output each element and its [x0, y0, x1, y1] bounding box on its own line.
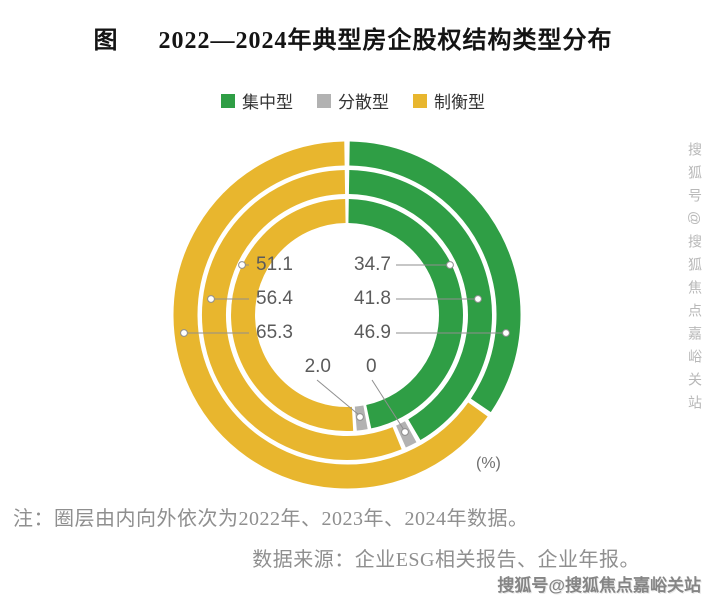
ring-segment-制衡型-2022年 [231, 199, 354, 431]
page-title-row: 图 2022—2024年典型房企股权结构类型分布 [0, 20, 706, 55]
figure-label: 图 [93, 28, 119, 54]
page-title: 2022—2024年典型房企股权结构类型分布 [158, 28, 613, 54]
legend-item-balanced: 制衡型 [413, 88, 485, 113]
watermark-bottom: 搜狐号@搜狐焦点嘉峪关站 [497, 576, 701, 595]
donut-chart [173, 141, 521, 489]
legend-swatch-balanced [413, 93, 427, 108]
leader-lines [184, 264, 506, 431]
legend-label-concentrated: 集中型 [242, 93, 293, 112]
value-row-middle: 56.4 41.8 [240, 282, 415, 316]
ring-segment-集中型-2024年 [349, 141, 521, 413]
legend-item-concentrated: 集中型 [221, 88, 293, 113]
leader-dot [207, 295, 215, 303]
leader-line [316, 379, 360, 416]
ring-segment-集中型-2023年 [348, 170, 492, 441]
value-row-inner: 51.1 34.7 [240, 248, 415, 282]
center-value-labels: 51.1 34.7 56.4 41.8 65.3 46.9 2.0 0 [240, 248, 415, 384]
legend-label-dispersed: 分散型 [338, 93, 389, 112]
leader-dot [474, 295, 482, 303]
legend-swatch-concentrated [221, 93, 235, 108]
leader-dot [502, 329, 510, 337]
value-balanced-middle: 56.4 [256, 288, 293, 309]
leader-dot [180, 329, 188, 337]
leader-dot [401, 428, 409, 436]
value-balanced-inner: 51.1 [256, 254, 293, 275]
legend: 集中型 分散型 制衡型 [0, 88, 706, 113]
watermark-side: 搜狐号@搜狐焦点嘉峪关站 [687, 142, 703, 419]
leader-dot [446, 261, 454, 269]
value-concentrated-outer: 46.9 [354, 322, 391, 343]
unit-label: (%) [476, 455, 501, 472]
legend-item-dispersed: 分散型 [317, 88, 389, 113]
chart-note: 注：圈层由内向外依次为2022年、2023年、2024年数据。 [13, 508, 529, 530]
ring-segment-集中型-2022年 [348, 199, 463, 429]
value-concentrated-inner: 34.7 [354, 254, 391, 275]
ring-segment-制衡型-2024年 [173, 141, 488, 489]
leader-dots [180, 261, 510, 436]
donut-rings [173, 141, 521, 489]
leader-line [371, 379, 405, 431]
leader-dot [238, 261, 246, 269]
legend-label-balanced: 制衡型 [434, 93, 485, 112]
value-row-outer: 65.3 46.9 [240, 316, 415, 350]
value-concentrated-middle: 41.8 [354, 288, 391, 309]
value-row-dispersed: 2.0 0 [240, 350, 415, 384]
data-source: 数据来源：企业ESG相关报告、企业年报。 [252, 549, 640, 571]
ring-segment-制衡型-2023年 [202, 170, 402, 460]
legend-swatch-dispersed [317, 93, 331, 108]
value-dispersed-a: 2.0 [304, 356, 331, 377]
value-balanced-outer: 65.3 [256, 322, 293, 343]
leader-dot [356, 413, 364, 421]
value-dispersed-b: 0 [366, 356, 377, 377]
